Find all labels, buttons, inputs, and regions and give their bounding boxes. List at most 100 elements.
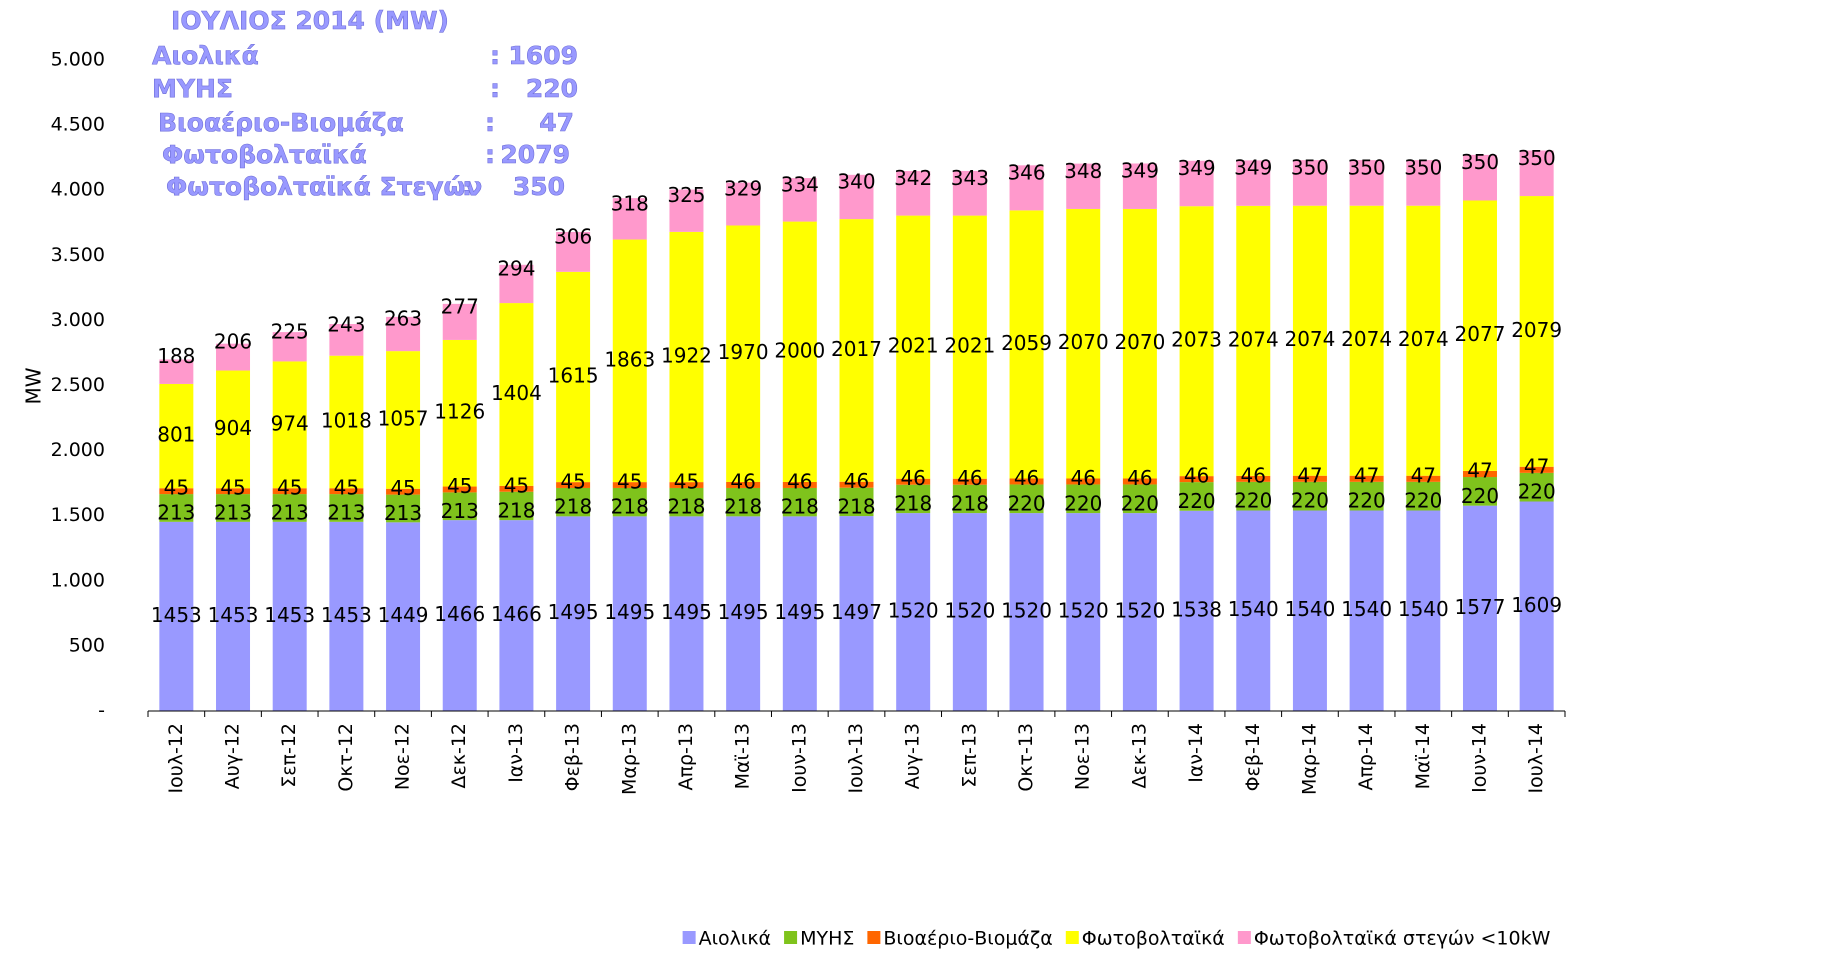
data-label: 218 bbox=[837, 494, 875, 518]
data-label: 45 bbox=[560, 470, 585, 494]
bar-segment bbox=[1519, 150, 1554, 197]
y-tick-label: 3.000 bbox=[51, 309, 105, 331]
data-label: 46 bbox=[1014, 466, 1039, 490]
bar-segment bbox=[1179, 160, 1214, 207]
bar-segment bbox=[442, 339, 477, 487]
x-tick-label: Σεπ-12 bbox=[278, 723, 300, 788]
bar-segment bbox=[782, 221, 817, 482]
bar-segment bbox=[499, 520, 534, 711]
bar-segment bbox=[1236, 160, 1271, 206]
annotation-sep: : bbox=[490, 41, 500, 70]
data-label: 218 bbox=[554, 495, 592, 519]
data-label: 45 bbox=[390, 476, 415, 500]
data-label: 47 bbox=[1354, 463, 1379, 487]
data-label: 1453 bbox=[151, 603, 202, 627]
data-label: 2000 bbox=[774, 338, 825, 362]
data-label: 46 bbox=[957, 466, 982, 490]
data-label: 2073 bbox=[1171, 328, 1222, 352]
y-tick-label: 4.500 bbox=[51, 114, 105, 136]
annotation-title: ΙΟΥΛΙΟΣ 2014 (MW) bbox=[171, 6, 449, 35]
data-label: 220 bbox=[1518, 480, 1556, 504]
bar-segment bbox=[556, 516, 591, 711]
data-label: 1497 bbox=[831, 600, 882, 624]
data-label: 1922 bbox=[661, 343, 712, 367]
x-tick-label: Απρ-13 bbox=[675, 723, 697, 791]
bar-segment bbox=[612, 516, 647, 711]
data-label: 350 bbox=[1291, 155, 1329, 179]
x-tick-label: Νοε-13 bbox=[1072, 723, 1094, 790]
bar-segment bbox=[329, 494, 364, 522]
data-label: 220 bbox=[1234, 489, 1272, 513]
data-label: 346 bbox=[1007, 160, 1045, 184]
bar-segment bbox=[1292, 481, 1327, 511]
bar-segment bbox=[442, 492, 477, 521]
data-label: 45 bbox=[334, 476, 359, 500]
bar-segment bbox=[1236, 475, 1271, 482]
data-label: 213 bbox=[214, 500, 252, 524]
data-label: 1970 bbox=[718, 340, 769, 364]
bar-segment bbox=[556, 271, 591, 483]
bar-segment bbox=[216, 488, 251, 495]
x-tick-label: Δεκ-13 bbox=[1128, 723, 1150, 789]
data-label: 1018 bbox=[321, 408, 372, 432]
legend-swatch bbox=[1065, 931, 1079, 944]
data-label: 45 bbox=[674, 470, 699, 494]
bar-segment bbox=[1066, 163, 1101, 209]
data-label: 1466 bbox=[491, 602, 542, 626]
data-label: 2021 bbox=[944, 334, 995, 358]
data-label: 1404 bbox=[491, 381, 542, 405]
bar-segment bbox=[952, 478, 987, 485]
legend-swatch bbox=[867, 931, 881, 944]
data-label: 46 bbox=[787, 469, 812, 493]
bar-segment bbox=[839, 174, 874, 220]
data-label: 349 bbox=[1234, 156, 1272, 180]
data-label: 974 bbox=[271, 411, 309, 435]
bar-segment bbox=[726, 182, 761, 226]
bar-segment bbox=[1519, 472, 1554, 502]
x-tick-label: Ιαν-14 bbox=[1185, 723, 1207, 783]
bar-segment bbox=[272, 361, 307, 489]
bar-segment bbox=[556, 231, 591, 272]
y-tick-label: 5.000 bbox=[51, 49, 105, 71]
data-label: 306 bbox=[554, 224, 592, 248]
data-label: 1520 bbox=[1001, 599, 1052, 623]
x-tick-label: Απρ-14 bbox=[1355, 723, 1377, 791]
data-label: 350 bbox=[1348, 155, 1386, 179]
data-label: 1449 bbox=[378, 603, 429, 627]
bar-segment bbox=[612, 482, 647, 488]
y-tick-label: 4.000 bbox=[51, 179, 105, 201]
bar-segment bbox=[1009, 165, 1044, 211]
bar-segment bbox=[1292, 205, 1327, 476]
annotation-value: 220 bbox=[526, 74, 578, 103]
legend-label: Φωτοβολταϊκά bbox=[1082, 928, 1225, 950]
data-label: 1466 bbox=[434, 602, 485, 626]
data-label: 46 bbox=[1070, 466, 1095, 490]
bar-segment bbox=[1292, 510, 1327, 711]
bar-segment bbox=[272, 332, 307, 362]
data-label: 220 bbox=[1007, 491, 1045, 515]
data-label: 225 bbox=[271, 319, 309, 343]
bar-segment bbox=[1292, 475, 1327, 482]
data-label: 277 bbox=[441, 294, 479, 318]
annotation-label: Αιολικά bbox=[152, 41, 259, 70]
data-label: 1615 bbox=[548, 363, 599, 387]
data-label: 1540 bbox=[1341, 597, 1392, 621]
annotation-sep: : bbox=[485, 108, 495, 137]
data-label: 1540 bbox=[1398, 597, 1449, 621]
bar-segment bbox=[1066, 513, 1101, 711]
data-label: 340 bbox=[837, 169, 875, 193]
data-label: 45 bbox=[447, 474, 472, 498]
annotation-label: ΜΥΗΣ bbox=[152, 74, 233, 103]
y-tick-label: 2.500 bbox=[51, 374, 105, 396]
data-label: 47 bbox=[1524, 454, 1549, 478]
bar-segment bbox=[782, 481, 817, 488]
bar-segment bbox=[272, 494, 307, 522]
data-label: 1520 bbox=[1058, 599, 1109, 623]
bar-segment bbox=[1292, 160, 1327, 206]
data-label: 294 bbox=[497, 256, 535, 280]
annotation-value: 2079 bbox=[500, 140, 570, 169]
data-label: 329 bbox=[724, 177, 762, 201]
data-label: 47 bbox=[1467, 458, 1492, 482]
data-label: 218 bbox=[781, 495, 819, 519]
data-label: 220 bbox=[1064, 491, 1102, 515]
